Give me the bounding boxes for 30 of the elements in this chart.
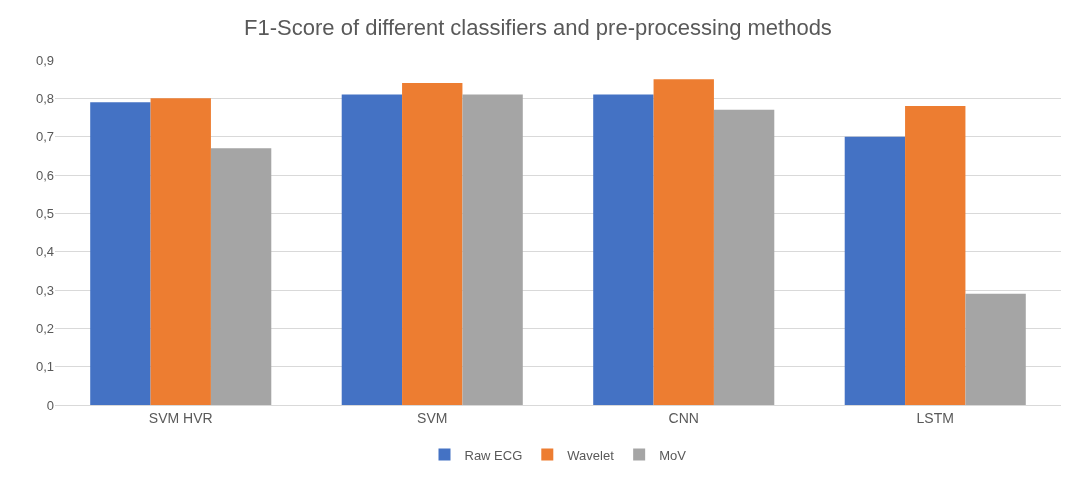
y-tick-label: 0,8 [35,90,54,106]
y-tick-label: 0,5 [35,205,54,221]
bar [905,106,966,405]
bar [653,79,714,405]
bar [150,98,211,405]
y-tick-label: 0,3 [35,282,54,298]
chart-title: F1-Score of different classifiers and pre-processing methods [244,14,832,40]
y-tick-label: 0,2 [35,320,54,336]
bar [462,94,523,405]
legend-label: Wavelet [567,447,615,463]
y-tick-label: 0,9 [35,52,54,68]
bar [90,102,151,405]
bar [593,94,654,405]
bar [341,94,403,405]
bar [402,83,463,405]
bar [210,148,272,405]
bar [713,109,775,405]
x-tick-label: SVM HVR [148,409,213,426]
bar [965,293,1026,405]
y-tick-label: 0,7 [35,129,54,145]
x-tick-label: SVM [417,409,448,426]
y-tick-label: 0,4 [35,244,54,260]
legend-label: MoV [659,447,687,463]
y-tick-label: 0,6 [35,167,54,183]
x-tick-label: LSTM [916,409,954,426]
y-tick-label: 0,1 [35,359,54,375]
x-tick-label: CNN [668,409,699,426]
y-tick-label: 0 [46,397,54,413]
bar [844,136,906,405]
legend-label: Raw ECG [464,447,523,463]
